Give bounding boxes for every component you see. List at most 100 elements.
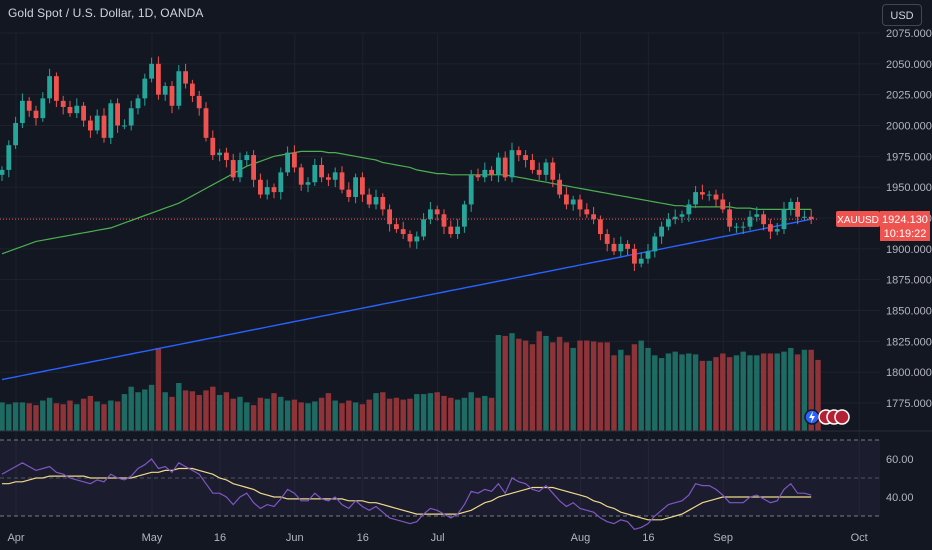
candle [142, 78, 148, 99]
candle [632, 248, 637, 264]
candle [149, 63, 154, 79]
candle [353, 177, 358, 198]
rsi-line [1, 458, 812, 530]
volume-bar [244, 402, 250, 431]
volume-bar [699, 360, 706, 431]
event-icons[interactable] [804, 409, 850, 425]
candle [584, 209, 590, 215]
price-value: 1924.130 [882, 214, 928, 226]
volume-bar [556, 336, 563, 431]
volume-bar [672, 351, 678, 431]
volume-bar [740, 351, 746, 431]
candle [60, 100, 66, 107]
candle [217, 152, 222, 156]
volume-bar [0, 402, 5, 431]
candle [183, 71, 188, 84]
volume-bar [12, 402, 19, 431]
candle [40, 98, 46, 119]
volume-bar [495, 335, 502, 431]
x-tick-label: 16 [214, 532, 226, 544]
volume-bar [760, 353, 767, 431]
candle [686, 204, 692, 215]
price-tag [880, 211, 930, 241]
candle [720, 199, 726, 210]
y-axis[interactable]: 2075.000 2050.000 2025.000 2000.000 1975.000… [886, 28, 932, 504]
volume-bar [33, 405, 39, 431]
candle [659, 226, 664, 237]
candle [407, 234, 413, 242]
candle [156, 63, 161, 95]
candle [543, 162, 549, 175]
x-tick-label: Oct [851, 532, 868, 544]
volume-bar [359, 404, 366, 431]
x-tick-label: Sep [713, 532, 733, 544]
grid [0, 32, 880, 516]
candle [264, 187, 270, 195]
candle [312, 164, 318, 183]
volume-bar [257, 397, 264, 431]
candle [176, 71, 182, 106]
volume-bars [0, 331, 821, 431]
candle [298, 167, 304, 185]
candle [564, 194, 569, 205]
volume-bar [529, 344, 536, 431]
volume-bar [26, 403, 32, 431]
y-tick-label: 1975.000 [886, 151, 932, 163]
volume-bar [366, 399, 372, 431]
volume-bar [638, 340, 644, 431]
candle [577, 199, 583, 210]
flash-icon-glyph [809, 411, 815, 423]
volume-bar [373, 393, 379, 431]
candle [94, 115, 100, 131]
volume-bar [325, 393, 332, 431]
flag-icon[interactable] [834, 409, 850, 425]
volume-bar [550, 342, 556, 431]
candle [611, 243, 617, 252]
candle [496, 157, 501, 175]
volume-bar [767, 353, 774, 431]
volume-bar [774, 353, 780, 431]
currency-button[interactable]: USD [882, 4, 922, 26]
candle [366, 194, 372, 205]
volume-bar [461, 397, 468, 431]
candle [414, 236, 420, 242]
candle [190, 83, 195, 96]
y-tick-label: 2050.000 [886, 59, 932, 71]
x-axis[interactable]: Apr May 16 Jun 16 Jul Aug 16 Sep Oct [7, 532, 867, 544]
volume-bar [67, 400, 73, 431]
volume-bar [801, 349, 808, 431]
candle [285, 152, 290, 173]
candle [360, 177, 365, 195]
candle [808, 216, 814, 220]
volume-bar [706, 360, 712, 431]
candle [108, 103, 114, 138]
volume-bar [788, 347, 794, 431]
candle [625, 243, 630, 249]
volume-bar [420, 394, 427, 431]
y-tick-label: 1900.000 [886, 244, 932, 256]
candle [88, 120, 93, 131]
volume-bar [216, 395, 223, 431]
rsi-pane[interactable] [0, 439, 880, 530]
volume-bar [645, 347, 651, 431]
candle [0, 169, 5, 175]
volume-bar [747, 355, 753, 431]
volume-bar [108, 400, 114, 431]
y-tick-label: 2075.000 [886, 28, 932, 40]
volume-bar [264, 398, 270, 431]
volume-bar [733, 355, 740, 431]
volume-bar [87, 395, 94, 431]
volume-bar [434, 392, 440, 431]
candle [115, 103, 120, 126]
volume-bar [427, 393, 434, 431]
volume-bar [631, 344, 638, 431]
candle [271, 187, 277, 193]
volume-bar [604, 342, 610, 431]
candle [740, 226, 746, 228]
candle [54, 76, 59, 101]
volume-bar [536, 331, 542, 431]
volume-bar [454, 399, 461, 431]
candle [380, 197, 386, 210]
y-tick-label: 1950.000 [886, 182, 932, 194]
